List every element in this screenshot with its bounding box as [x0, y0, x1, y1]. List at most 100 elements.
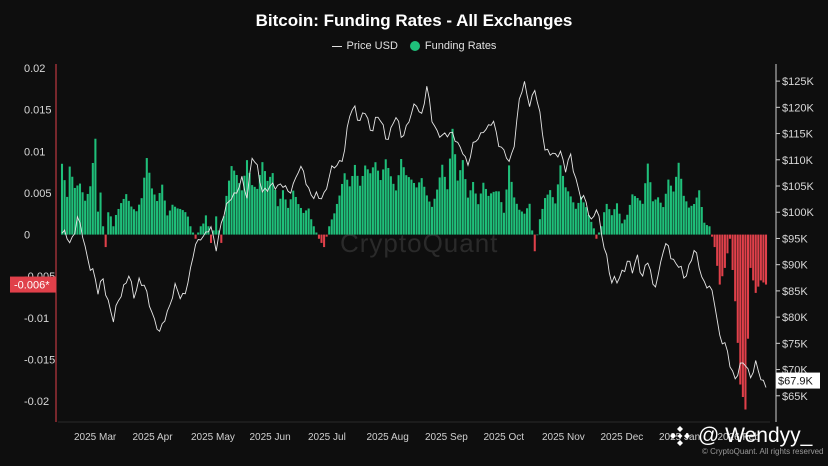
funding-rate-bar	[441, 164, 444, 235]
funding-rate-bar	[343, 173, 346, 235]
funding-rate-bar	[718, 234, 721, 285]
funding-rate-bar	[446, 189, 449, 235]
funding-rate-bar	[84, 200, 87, 235]
funding-rate-bar	[305, 210, 308, 235]
current-price-label: $67.9K	[778, 376, 814, 388]
funding-rate-bar	[415, 187, 418, 235]
x-tick-label: 2026 Feb	[718, 432, 761, 443]
funding-rate-bar	[639, 200, 642, 235]
funding-rate-bar	[687, 207, 690, 235]
funding-rate-bar	[433, 198, 436, 235]
funding-rate-bar	[114, 214, 117, 235]
funding-rate-bar	[412, 182, 416, 235]
funding-rate-bar	[646, 163, 649, 235]
funding-rate-bar	[222, 216, 225, 235]
funding-rate-bar	[572, 202, 575, 235]
funding-rate-bar	[194, 234, 197, 239]
funding-rate-bar	[341, 183, 344, 235]
funding-rate-bar	[621, 223, 624, 235]
funding-rate-bar	[394, 190, 398, 235]
legend-item-funding[interactable]: Funding Rates	[409, 40, 496, 52]
funding-rate-bar	[490, 193, 493, 235]
funding-rate-bar	[238, 183, 241, 235]
funding-rate-bar	[86, 193, 89, 235]
funding-rate-bar	[736, 234, 739, 343]
funding-rate-bar	[744, 234, 747, 410]
funding-dot-icon	[409, 41, 420, 51]
funding-rate-bar	[338, 195, 341, 235]
funding-rate-bar	[528, 203, 531, 235]
funding-rate-bar	[482, 182, 485, 235]
funding-rate-bar	[330, 219, 333, 235]
funding-rate-bar	[690, 205, 693, 235]
funding-rate-bar	[94, 138, 97, 235]
funding-rate-bar	[186, 216, 189, 235]
chart-title: Bitcoin: Funding Rates - All Exchanges	[255, 11, 573, 30]
funding-rate-bar	[425, 195, 428, 235]
funding-rate-bar	[369, 173, 372, 235]
funding-rate-bar	[764, 234, 768, 285]
funding-rate-bar	[166, 215, 169, 235]
funding-rate-bar	[279, 198, 282, 235]
funding-rate-bar	[361, 175, 364, 235]
funding-rate-bar	[711, 234, 714, 237]
funding-rate-bar	[364, 165, 367, 235]
funding-rate-bar	[276, 206, 279, 235]
funding-rate-bar	[184, 212, 187, 235]
funding-rate-bar	[289, 199, 292, 235]
right-tick-label: $110K	[782, 155, 814, 167]
x-tick-label: 2025 Jul	[308, 432, 346, 443]
left-tick-label: 0	[24, 230, 30, 242]
funding-rate-bar	[698, 190, 701, 235]
funding-rate-bar	[659, 202, 662, 235]
funding-rate-bar	[161, 184, 164, 235]
right-tick-label: $100K	[782, 207, 814, 219]
funding-rate-bar	[140, 198, 143, 235]
funding-rate-bar	[153, 194, 156, 235]
funding-rate-bar	[651, 201, 654, 235]
x-tick-label: 2025 Aug	[367, 432, 409, 443]
funding-rate-bar	[454, 154, 457, 235]
funding-rate-bar	[734, 234, 737, 302]
legend-label-price: Price USD	[346, 40, 398, 52]
price-line	[61, 81, 767, 388]
funding-rate-bar	[122, 198, 125, 235]
left-tick-label: -0.01	[24, 313, 49, 325]
funding-rate-bar	[754, 234, 757, 293]
copyright: © CryptoQuant. All rights reserved	[702, 447, 824, 456]
funding-rate-bar	[302, 212, 305, 235]
funding-rate-bar	[762, 234, 765, 283]
funding-rate-bar	[243, 175, 246, 235]
funding-rate-bar	[81, 192, 84, 235]
funding-rate-bar	[538, 219, 541, 235]
funding-rate-bar	[641, 203, 644, 235]
funding-rate-bar	[574, 208, 577, 235]
funding-rate-bar	[675, 176, 678, 235]
funding-rate-bar	[310, 219, 313, 235]
legend-item-price[interactable]: Price USD	[331, 40, 398, 52]
funding-rate-bar	[371, 167, 374, 235]
funding-rate-bar	[143, 177, 146, 235]
funding-rate-bar	[721, 234, 724, 277]
funding-rate-bar	[96, 211, 99, 235]
funding-rate-bar	[713, 234, 716, 248]
funding-rate-bar	[597, 232, 601, 235]
funding-rate-bar	[248, 172, 251, 235]
funding-rate-bar	[667, 179, 670, 235]
funding-rate-bar	[261, 162, 264, 235]
x-tick-label: 2025 May	[191, 432, 235, 443]
funding-rate-bar	[613, 209, 616, 235]
funding-rate-bar	[608, 209, 611, 235]
funding-rate-bar	[723, 234, 726, 268]
funding-rate-bar	[400, 159, 403, 235]
funding-rate-bar	[595, 234, 598, 239]
x-tick-label: 2025 Mar	[74, 432, 117, 443]
funding-rate-bar	[256, 188, 259, 235]
funding-rate-bar	[428, 201, 431, 235]
funding-rate-bar	[554, 203, 557, 235]
funding-rate-bar	[508, 165, 511, 235]
current-funding-tag	[10, 276, 56, 293]
funding-rate-bar	[392, 183, 395, 235]
funding-rate-bar	[549, 190, 552, 235]
